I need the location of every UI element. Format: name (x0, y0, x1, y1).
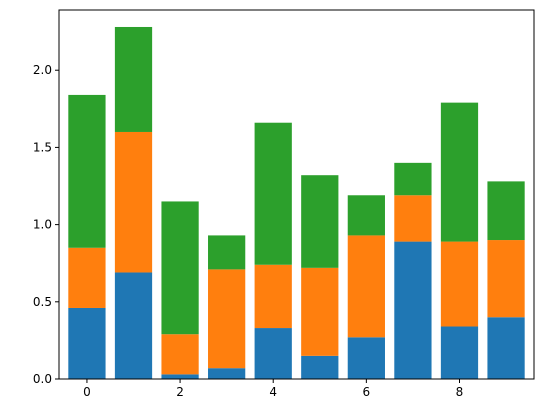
bar-series1-x1 (114, 131, 153, 273)
y-tick-label-2: 1.0 (33, 218, 52, 232)
bar-series2-x8 (440, 102, 479, 242)
x-tick-label-8: 8 (456, 385, 464, 399)
bar-series2-x5 (301, 175, 339, 268)
x-tick-label-4: 4 (269, 385, 277, 399)
bar-series1-x9 (487, 240, 525, 318)
bar-series1-x8 (440, 241, 479, 327)
bar-series2-x7 (394, 162, 432, 196)
bar-series0-x6 (347, 337, 385, 379)
bar-series2-x4 (254, 122, 292, 265)
bar-series0-x7 (394, 241, 432, 379)
bars-layer (68, 26, 525, 379)
bar-series0-x1 (114, 272, 153, 379)
bar-series0-x5 (301, 355, 339, 379)
bar-series2-x3 (208, 235, 246, 270)
plot-frame (58, 9, 535, 380)
bar-series2-x0 (68, 94, 106, 248)
bar-series0-x0 (68, 307, 106, 379)
bar-series0-x3 (208, 368, 246, 379)
bar-series1-x6 (347, 235, 385, 338)
bar-series1-x7 (394, 195, 432, 242)
y-tick-label-0: 0.0 (33, 372, 52, 386)
bar-series1-x2 (161, 334, 199, 375)
bar-series2-x6 (347, 195, 385, 236)
y-tick-label-4: 2.0 (33, 63, 52, 77)
bar-series0-x2 (161, 374, 199, 379)
bar-series0-x8 (440, 326, 479, 379)
bar-series0-x4 (254, 328, 292, 379)
y-tick-label-3: 1.5 (33, 140, 52, 154)
y-tick-label-1: 0.5 (33, 295, 52, 309)
bar-series2-x9 (487, 181, 525, 241)
x-tick-label-0: 0 (83, 385, 91, 399)
x-tick-label-2: 2 (176, 385, 184, 399)
bar-series1-x4 (254, 264, 292, 329)
bar-series1-x0 (68, 247, 106, 308)
bar-series0-x9 (487, 317, 525, 379)
x-tick-label-6: 6 (363, 385, 371, 399)
bar-series2-x2 (161, 201, 199, 335)
bar-series1-x5 (301, 267, 339, 356)
bar-series2-x1 (114, 26, 153, 132)
axes-layer: 0 2 4 6 8 0.0 0.5 1.0 1.5 2.0 (33, 9, 535, 399)
bar-series1-x3 (208, 269, 246, 369)
